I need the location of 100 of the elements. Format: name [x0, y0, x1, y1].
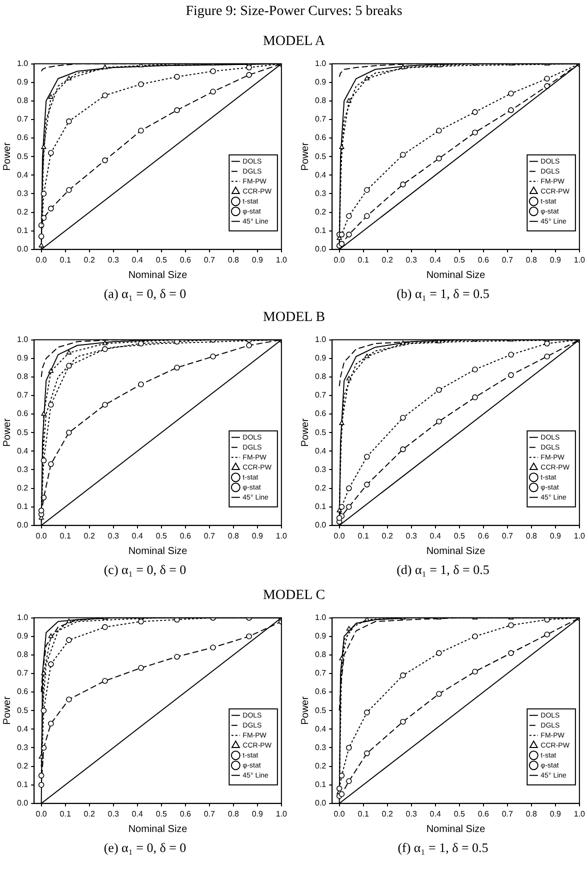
y-tick-label: 0.6 [16, 409, 29, 418]
x-tick-label: 0.6 [478, 531, 490, 540]
y-tick-label: 1.0 [314, 335, 327, 344]
text: (d) α₁ = 1, δ = 0.5 [396, 562, 490, 578]
x-tick-label: 0.4 [430, 809, 442, 818]
x-axis-title: Nominal Size [426, 270, 486, 281]
y-tick-label: 0.5 [16, 428, 29, 437]
y-tick-label: 0.4 [314, 446, 327, 456]
x-tick-label: 0.0 [334, 531, 346, 540]
chart-title: MODEL A [262, 34, 326, 50]
x-tick-label: 0.3 [406, 255, 418, 264]
y-axis-title: Power [300, 696, 311, 725]
x-tick-label: 0.8 [526, 809, 538, 818]
x-tick-label: 0.6 [478, 809, 490, 818]
x-tick-label: 0.2 [84, 531, 96, 540]
x-tick-label: 0.2 [84, 809, 96, 818]
text: (b) α₁ = 1, δ = 0.5 [396, 286, 490, 302]
caption: Figure 9: Size-Power Curves: 5 breaks [184, 4, 404, 20]
text: (c) α₁ = 0, δ = 0 [102, 562, 188, 578]
y-tick-label: 1.0 [16, 613, 29, 622]
y-tick-label: 0.5 [314, 152, 327, 161]
x-tick-label: 0.1 [60, 531, 72, 540]
y-tick-label: 0.3 [16, 742, 29, 752]
x-tick-label: 0.7 [204, 809, 216, 818]
x-tick-label: 0.3 [108, 255, 120, 264]
x-tick-label: 0.8 [228, 809, 240, 818]
text: (e) α₁ = 0, δ = 0 [102, 840, 188, 856]
x-tick-label: 0.8 [228, 255, 240, 264]
x-tick-label: 0.6 [180, 255, 192, 264]
x-tick-label: 0.9 [252, 531, 264, 540]
y-axis-title: Power [2, 142, 13, 171]
y-tick-label: 1.0 [314, 59, 327, 68]
y-tick-label: 0.4 [16, 724, 29, 734]
x-tick-label: 0.3 [406, 809, 418, 818]
y-tick-label: 0.1 [16, 226, 29, 236]
x-tick-label: 0.7 [204, 255, 216, 264]
y-tick-label: 0.1 [16, 780, 29, 790]
y-tick-label: 1.0 [16, 335, 29, 344]
x-tick-label: 0.0 [36, 809, 48, 818]
x-tick-label: 0.5 [454, 809, 466, 818]
y-tick-label: 0.8 [314, 372, 327, 382]
y-tick-label: 0.7 [16, 114, 29, 124]
x-tick-label: 1.0 [276, 531, 288, 540]
x-tick-label: 0.3 [108, 809, 120, 818]
y-axis-title: Power [300, 418, 311, 447]
y-tick-label: 0.3 [16, 188, 29, 198]
x-tick-label: 0.3 [406, 531, 418, 540]
x-tick-label: 0.0 [334, 255, 346, 264]
y-tick-label: 0.0 [314, 244, 327, 254]
x-tick-label: 1.0 [574, 255, 586, 264]
y-tick-label: 0.7 [314, 114, 327, 124]
y-tick-label: 0.8 [16, 372, 29, 382]
x-tick-label: 0.1 [358, 531, 370, 540]
x-tick-label: 0.7 [502, 809, 514, 818]
y-tick-label: 0.5 [16, 706, 29, 715]
y-tick-label: 0.9 [16, 78, 29, 87]
x-tick-label: 1.0 [574, 809, 586, 818]
x-tick-label: 0.9 [550, 809, 562, 818]
y-tick-label: 0.7 [314, 390, 327, 400]
x-tick-label: 0.5 [156, 531, 168, 540]
y-tick-label: 0.2 [16, 483, 29, 492]
x-tick-label: 0.5 [156, 255, 168, 264]
x-tick-label: 0.8 [526, 255, 538, 264]
x-tick-label: 0.4 [430, 531, 442, 540]
y-tick-label: 0.1 [314, 780, 327, 790]
y-tick-label: 0.9 [16, 354, 29, 363]
x-tick-label: 0.9 [550, 531, 562, 540]
x-tick-label: 0.5 [156, 809, 168, 818]
y-tick-label: 0.3 [314, 188, 327, 198]
y-tick-label: 0.7 [16, 668, 29, 678]
y-tick-label: 0.2 [16, 761, 29, 770]
x-tick-label: 0.0 [334, 809, 346, 818]
y-tick-label: 0.4 [314, 170, 327, 180]
y-tick-label: 0.1 [314, 226, 327, 236]
x-tick-label: 0.4 [132, 255, 144, 264]
y-tick-label: 0.2 [16, 207, 29, 216]
y-axis-title: Power [300, 142, 311, 171]
y-tick-label: 0.6 [314, 133, 327, 142]
x-tick-label: 0.0 [36, 255, 48, 264]
y-tick-label: 0.6 [314, 687, 327, 696]
y-tick-label: 0.9 [16, 632, 29, 641]
y-tick-label: 0.8 [314, 650, 327, 660]
y-tick-label: 0.6 [16, 133, 29, 142]
x-tick-label: 0.4 [430, 255, 442, 264]
y-tick-label: 0.3 [16, 464, 29, 474]
y-tick-label: 0.0 [314, 520, 327, 530]
y-tick-label: 0.8 [16, 650, 29, 660]
x-tick-label: 1.0 [276, 255, 288, 264]
y-tick-label: 0.5 [16, 152, 29, 161]
x-tick-label: 0.9 [252, 255, 264, 264]
x-tick-label: 0.1 [60, 255, 72, 264]
y-tick-label: 0.3 [314, 742, 327, 752]
x-tick-label: 0.6 [180, 531, 192, 540]
y-tick-label: 0.9 [314, 354, 327, 363]
x-tick-label: 1.0 [276, 809, 288, 818]
x-tick-label: 0.7 [204, 531, 216, 540]
y-tick-label: 0.2 [314, 207, 327, 216]
y-tick-label: 0.0 [314, 798, 327, 808]
x-tick-label: 0.9 [252, 809, 264, 818]
y-tick-label: 0.0 [16, 244, 29, 254]
